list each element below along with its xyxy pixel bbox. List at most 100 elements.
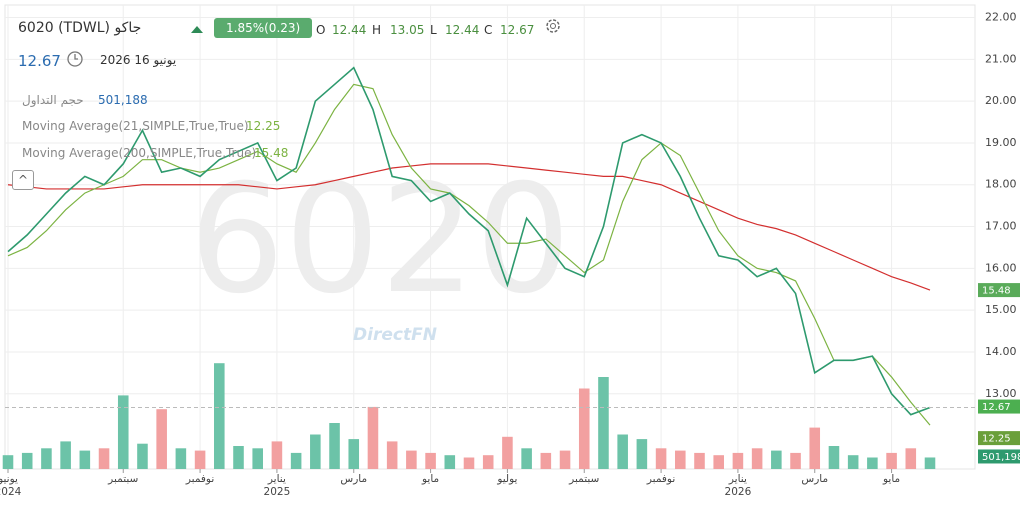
legend-value: 15.48 <box>254 146 289 160</box>
settings-icon[interactable] <box>544 17 562 35</box>
volume-bar <box>60 441 71 469</box>
volume-bar <box>924 457 936 469</box>
volume-bar <box>290 452 302 469</box>
volume-value: 501,188 <box>98 93 148 107</box>
ma200-tag: 15.48 <box>982 286 1011 297</box>
volume-bar <box>214 363 225 469</box>
volume-bar <box>847 455 859 469</box>
y-tick-label: 21.00 <box>985 52 1017 65</box>
ohlc-label: C <box>484 23 493 37</box>
x-tick-label: مارس <box>340 473 368 485</box>
watermark: 6020 <box>189 153 571 327</box>
volume-bar <box>732 452 744 469</box>
ohlc-label: O <box>316 23 326 37</box>
legend-entry: Moving Average(21,SIMPLE,True,True) <box>22 119 249 133</box>
y-tick-label: 20.00 <box>985 94 1017 107</box>
volume-bar <box>21 452 33 469</box>
y-tick-label: 18.00 <box>985 178 1017 191</box>
y-tick-label: 13.00 <box>985 387 1017 400</box>
volume-bar <box>502 436 513 469</box>
symbol: 6020 (TDWL) جاكو <box>18 20 142 36</box>
ohlc-label: H <box>372 23 382 37</box>
x-tick-label: يوليو <box>497 473 518 485</box>
volume-bar <box>482 455 494 469</box>
x-tick-label: مايو <box>421 473 440 485</box>
volume-bar <box>559 450 571 469</box>
volume-bar <box>886 452 897 469</box>
up-arrow <box>191 26 203 33</box>
moving-average-line <box>7 163 931 291</box>
volume-bar <box>271 441 283 469</box>
volume-bar <box>540 452 552 469</box>
volume-label: حجم التداول <box>22 93 84 107</box>
volume-bar <box>156 409 167 469</box>
ohlc-value: 12.44 <box>332 23 367 37</box>
x-tick-label: يناير 2025 <box>263 473 291 498</box>
last-price: 12.67 <box>18 52 61 70</box>
volume-tag: 501,198 <box>982 452 1023 463</box>
volume-bar <box>809 427 821 469</box>
volume-bar <box>175 448 187 469</box>
volume-bar <box>137 443 148 469</box>
legend-entry: Moving Average(200,SIMPLE,True,True) <box>22 146 257 160</box>
volume-bar <box>598 377 609 469</box>
x-tick-label: مارس <box>801 473 829 485</box>
volume-bar <box>867 457 878 469</box>
y-tick-label: 17.00 <box>985 220 1017 233</box>
clock-icon <box>67 51 83 67</box>
volume-bar <box>675 450 686 469</box>
ma200-tag-box <box>978 283 1020 298</box>
x-tick-label: مايو <box>882 473 901 485</box>
volume-bar <box>310 434 321 469</box>
volume-bar <box>463 457 475 469</box>
y-tick-label: 14.00 <box>985 345 1017 358</box>
volume-bar <box>694 452 705 469</box>
y-tick-label: 22.00 <box>985 11 1017 24</box>
volume-bar <box>771 450 782 469</box>
legend-value: 12.25 <box>246 119 281 133</box>
x-tick-label: سبتمبر <box>569 473 600 485</box>
ohlc-value: 13.05 <box>390 23 425 37</box>
volume-bar <box>713 455 724 469</box>
volume-bar <box>425 452 436 469</box>
volume-bar <box>636 439 648 469</box>
volume-bar <box>386 441 398 469</box>
y-tick-label: 16.00 <box>985 261 1017 274</box>
y-tick-label: 15.00 <box>985 303 1017 316</box>
volume-bar <box>828 446 840 469</box>
volume-bar <box>444 455 456 469</box>
x-tick-label: سبتمبر <box>108 473 139 485</box>
brand-watermark: DirectFN <box>353 325 437 345</box>
volume-bar <box>41 448 52 469</box>
collapse-button[interactable]: ^ <box>12 170 34 190</box>
moving-average-line <box>7 83 931 426</box>
price-tag: 12.67 <box>982 402 1011 413</box>
volume-bar <box>194 450 206 469</box>
volume-bar <box>521 448 532 469</box>
volume-bar <box>252 448 263 469</box>
ma21-tag: 12.25 <box>982 434 1011 445</box>
volume-bar <box>79 450 91 469</box>
volume-bar <box>367 406 379 469</box>
date: يونيو 16 2026 <box>100 53 177 67</box>
price-line <box>7 66 931 416</box>
volume-bar <box>406 450 417 469</box>
ma21-tag-box <box>978 431 1020 446</box>
x-tick-label: يناير 2026 <box>724 473 752 498</box>
volume-bar <box>617 434 628 469</box>
x-tick-label: نوفمبر <box>646 473 676 485</box>
ohlc-value: 12.67 <box>500 23 535 37</box>
volume-bar <box>329 423 340 469</box>
volume-bar <box>905 448 917 469</box>
change-badge: 1.85%(0.23) <box>214 18 313 38</box>
price-tag-box <box>978 399 1020 414</box>
volume-bar <box>790 452 801 469</box>
volume-bar <box>117 395 129 469</box>
x-tick-label: نوفمبر <box>185 473 215 485</box>
volume-tag-box <box>978 449 1020 464</box>
volume-bar <box>233 446 244 469</box>
volume-bar <box>751 448 763 469</box>
x-tick-label: يونيو 2024 <box>0 473 22 498</box>
